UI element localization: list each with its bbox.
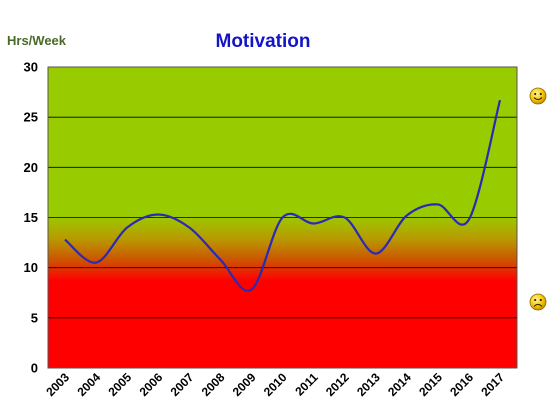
y-tick-label: 5 bbox=[31, 310, 38, 325]
y-tick-label: 30 bbox=[24, 60, 38, 75]
x-tick-label: 2016 bbox=[447, 370, 476, 399]
y-tick-label: 20 bbox=[24, 160, 38, 175]
x-tick-label: 2007 bbox=[168, 370, 197, 399]
x-tick-label: 2012 bbox=[323, 370, 352, 399]
y-tick-label: 10 bbox=[24, 260, 38, 275]
x-tick-label: 2015 bbox=[416, 370, 445, 399]
x-tick-label: 2004 bbox=[74, 370, 103, 399]
x-tick-label: 2003 bbox=[43, 370, 72, 399]
plot-border bbox=[47, 66, 518, 369]
x-tick-label: 2006 bbox=[137, 370, 166, 399]
x-axis-ticks: 2003 2004 2005 2006 2007 2008 2009 2010 2011 2012… bbox=[43, 370, 507, 399]
x-tick-label: 2011 bbox=[292, 370, 321, 399]
x-tick-label: 2010 bbox=[261, 370, 290, 399]
y-tick-label: 25 bbox=[24, 110, 38, 125]
smiley-face-icon bbox=[529, 87, 547, 105]
series-line bbox=[64, 99, 502, 292]
x-tick-label: 2017 bbox=[478, 370, 507, 399]
chart-title: Motivation bbox=[216, 31, 311, 52]
x-tick-label: 2013 bbox=[354, 370, 383, 399]
y-axis-label: Hrs/Week bbox=[7, 33, 67, 48]
x-tick-label: 2005 bbox=[105, 370, 134, 399]
x-tick-label: 2008 bbox=[199, 370, 228, 399]
x-tick-label: 2009 bbox=[230, 370, 259, 399]
y-axis-ticks: 0 5 10 15 20 25 30 bbox=[24, 60, 38, 376]
y-tick-label: 15 bbox=[24, 210, 38, 225]
y-tick-label: 0 bbox=[31, 361, 38, 376]
frowning-face-icon bbox=[529, 293, 547, 311]
x-tick-label: 2014 bbox=[385, 370, 414, 399]
